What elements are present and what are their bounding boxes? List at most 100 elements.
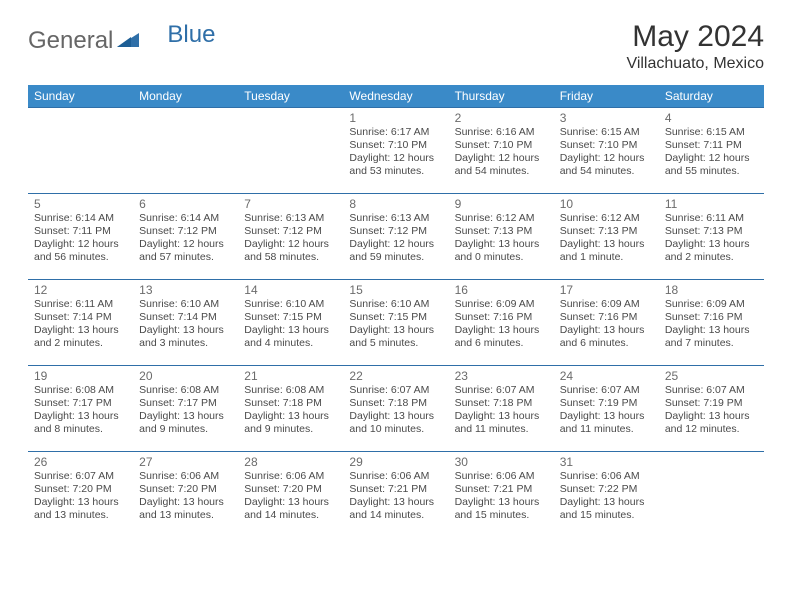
day-number: 24 xyxy=(560,369,653,383)
day-number: 27 xyxy=(139,455,232,469)
day-info: Sunrise: 6:14 AMSunset: 7:12 PMDaylight:… xyxy=(139,212,232,265)
day-info: Sunrise: 6:06 AMSunset: 7:21 PMDaylight:… xyxy=(455,470,548,523)
day-number: 29 xyxy=(349,455,442,469)
day-info: Sunrise: 6:08 AMSunset: 7:18 PMDaylight:… xyxy=(244,384,337,437)
calendar-cell: 3Sunrise: 6:15 AMSunset: 7:10 PMDaylight… xyxy=(554,108,659,194)
day-info: Sunrise: 6:10 AMSunset: 7:15 PMDaylight:… xyxy=(349,298,442,351)
day-number: 23 xyxy=(455,369,548,383)
day-info: Sunrise: 6:10 AMSunset: 7:15 PMDaylight:… xyxy=(244,298,337,351)
day-number: 10 xyxy=(560,197,653,211)
sunset-text: Sunset: 7:21 PM xyxy=(455,483,548,496)
day-info: Sunrise: 6:10 AMSunset: 7:14 PMDaylight:… xyxy=(139,298,232,351)
sunrise-text: Sunrise: 6:12 AM xyxy=(455,212,548,225)
day-number: 25 xyxy=(665,369,758,383)
daylight-text: Daylight: 13 hours and 7 minutes. xyxy=(665,324,758,350)
day-info: Sunrise: 6:14 AMSunset: 7:11 PMDaylight:… xyxy=(34,212,127,265)
calendar-cell: 15Sunrise: 6:10 AMSunset: 7:15 PMDayligh… xyxy=(343,280,448,366)
calendar-cell: 30Sunrise: 6:06 AMSunset: 7:21 PMDayligh… xyxy=(449,452,554,538)
calendar-cell: 29Sunrise: 6:06 AMSunset: 7:21 PMDayligh… xyxy=(343,452,448,538)
sunrise-text: Sunrise: 6:09 AM xyxy=(665,298,758,311)
daylight-text: Daylight: 12 hours and 57 minutes. xyxy=(139,238,232,264)
daylight-text: Daylight: 13 hours and 12 minutes. xyxy=(665,410,758,436)
day-info: Sunrise: 6:13 AMSunset: 7:12 PMDaylight:… xyxy=(244,212,337,265)
calendar-cell: 28Sunrise: 6:06 AMSunset: 7:20 PMDayligh… xyxy=(238,452,343,538)
brand-triangle-icon xyxy=(117,26,139,54)
calendar-cell xyxy=(28,108,133,194)
sunset-text: Sunset: 7:13 PM xyxy=(560,225,653,238)
calendar-cell: 31Sunrise: 6:06 AMSunset: 7:22 PMDayligh… xyxy=(554,452,659,538)
calendar-row: 5Sunrise: 6:14 AMSunset: 7:11 PMDaylight… xyxy=(28,194,764,280)
sunrise-text: Sunrise: 6:11 AM xyxy=(665,212,758,225)
sunrise-text: Sunrise: 6:09 AM xyxy=(560,298,653,311)
day-info: Sunrise: 6:09 AMSunset: 7:16 PMDaylight:… xyxy=(560,298,653,351)
calendar-cell: 19Sunrise: 6:08 AMSunset: 7:17 PMDayligh… xyxy=(28,366,133,452)
day-info: Sunrise: 6:07 AMSunset: 7:18 PMDaylight:… xyxy=(455,384,548,437)
sunrise-text: Sunrise: 6:08 AM xyxy=(139,384,232,397)
sunrise-text: Sunrise: 6:16 AM xyxy=(455,126,548,139)
day-number: 6 xyxy=(139,197,232,211)
day-number: 15 xyxy=(349,283,442,297)
day-info: Sunrise: 6:07 AMSunset: 7:18 PMDaylight:… xyxy=(349,384,442,437)
calendar-cell: 27Sunrise: 6:06 AMSunset: 7:20 PMDayligh… xyxy=(133,452,238,538)
sunset-text: Sunset: 7:18 PM xyxy=(349,397,442,410)
daylight-text: Daylight: 12 hours and 54 minutes. xyxy=(560,152,653,178)
sunset-text: Sunset: 7:13 PM xyxy=(455,225,548,238)
calendar-cell: 9Sunrise: 6:12 AMSunset: 7:13 PMDaylight… xyxy=(449,194,554,280)
day-info: Sunrise: 6:06 AMSunset: 7:22 PMDaylight:… xyxy=(560,470,653,523)
calendar-row: 1Sunrise: 6:17 AMSunset: 7:10 PMDaylight… xyxy=(28,108,764,194)
sunset-text: Sunset: 7:19 PM xyxy=(665,397,758,410)
day-info: Sunrise: 6:15 AMSunset: 7:11 PMDaylight:… xyxy=(665,126,758,179)
month-title: May 2024 xyxy=(626,20,764,53)
sunrise-text: Sunrise: 6:06 AM xyxy=(560,470,653,483)
day-info: Sunrise: 6:07 AMSunset: 7:19 PMDaylight:… xyxy=(665,384,758,437)
calendar-cell: 25Sunrise: 6:07 AMSunset: 7:19 PMDayligh… xyxy=(659,366,764,452)
sunrise-text: Sunrise: 6:17 AM xyxy=(349,126,442,139)
sunset-text: Sunset: 7:17 PM xyxy=(34,397,127,410)
calendar-cell: 17Sunrise: 6:09 AMSunset: 7:16 PMDayligh… xyxy=(554,280,659,366)
sunrise-text: Sunrise: 6:14 AM xyxy=(139,212,232,225)
calendar-cell: 13Sunrise: 6:10 AMSunset: 7:14 PMDayligh… xyxy=(133,280,238,366)
calendar-cell: 4Sunrise: 6:15 AMSunset: 7:11 PMDaylight… xyxy=(659,108,764,194)
day-number: 20 xyxy=(139,369,232,383)
day-info: Sunrise: 6:06 AMSunset: 7:20 PMDaylight:… xyxy=(244,470,337,523)
day-number: 16 xyxy=(455,283,548,297)
calendar-body: 1Sunrise: 6:17 AMSunset: 7:10 PMDaylight… xyxy=(28,108,764,538)
daylight-text: Daylight: 12 hours and 56 minutes. xyxy=(34,238,127,264)
daylight-text: Daylight: 13 hours and 14 minutes. xyxy=(244,496,337,522)
day-number: 11 xyxy=(665,197,758,211)
sunset-text: Sunset: 7:14 PM xyxy=(34,311,127,324)
day-info: Sunrise: 6:11 AMSunset: 7:13 PMDaylight:… xyxy=(665,212,758,265)
day-info: Sunrise: 6:09 AMSunset: 7:16 PMDaylight:… xyxy=(455,298,548,351)
day-info: Sunrise: 6:11 AMSunset: 7:14 PMDaylight:… xyxy=(34,298,127,351)
calendar-cell xyxy=(238,108,343,194)
daylight-text: Daylight: 13 hours and 4 minutes. xyxy=(244,324,337,350)
sunset-text: Sunset: 7:20 PM xyxy=(34,483,127,496)
sunrise-text: Sunrise: 6:07 AM xyxy=(665,384,758,397)
day-header: Sunday xyxy=(28,85,133,108)
day-number: 1 xyxy=(349,111,442,125)
sunrise-text: Sunrise: 6:15 AM xyxy=(560,126,653,139)
day-info: Sunrise: 6:13 AMSunset: 7:12 PMDaylight:… xyxy=(349,212,442,265)
day-info: Sunrise: 6:15 AMSunset: 7:10 PMDaylight:… xyxy=(560,126,653,179)
daylight-text: Daylight: 13 hours and 9 minutes. xyxy=(244,410,337,436)
calendar-cell: 5Sunrise: 6:14 AMSunset: 7:11 PMDaylight… xyxy=(28,194,133,280)
calendar-cell: 22Sunrise: 6:07 AMSunset: 7:18 PMDayligh… xyxy=(343,366,448,452)
daylight-text: Daylight: 12 hours and 59 minutes. xyxy=(349,238,442,264)
sunset-text: Sunset: 7:13 PM xyxy=(665,225,758,238)
day-info: Sunrise: 6:07 AMSunset: 7:19 PMDaylight:… xyxy=(560,384,653,437)
sunrise-text: Sunrise: 6:13 AM xyxy=(349,212,442,225)
location-label: Villachuato, Mexico xyxy=(626,55,764,73)
daylight-text: Daylight: 13 hours and 3 minutes. xyxy=(139,324,232,350)
sunset-text: Sunset: 7:12 PM xyxy=(139,225,232,238)
daylight-text: Daylight: 13 hours and 0 minutes. xyxy=(455,238,548,264)
daylight-text: Daylight: 13 hours and 9 minutes. xyxy=(139,410,232,436)
daylight-text: Daylight: 13 hours and 14 minutes. xyxy=(349,496,442,522)
daylight-text: Daylight: 12 hours and 58 minutes. xyxy=(244,238,337,264)
day-number: 28 xyxy=(244,455,337,469)
daylight-text: Daylight: 12 hours and 54 minutes. xyxy=(455,152,548,178)
day-info: Sunrise: 6:07 AMSunset: 7:20 PMDaylight:… xyxy=(34,470,127,523)
calendar-head: SundayMondayTuesdayWednesdayThursdayFrid… xyxy=(28,85,764,108)
calendar-cell: 7Sunrise: 6:13 AMSunset: 7:12 PMDaylight… xyxy=(238,194,343,280)
day-header: Friday xyxy=(554,85,659,108)
daylight-text: Daylight: 13 hours and 8 minutes. xyxy=(34,410,127,436)
